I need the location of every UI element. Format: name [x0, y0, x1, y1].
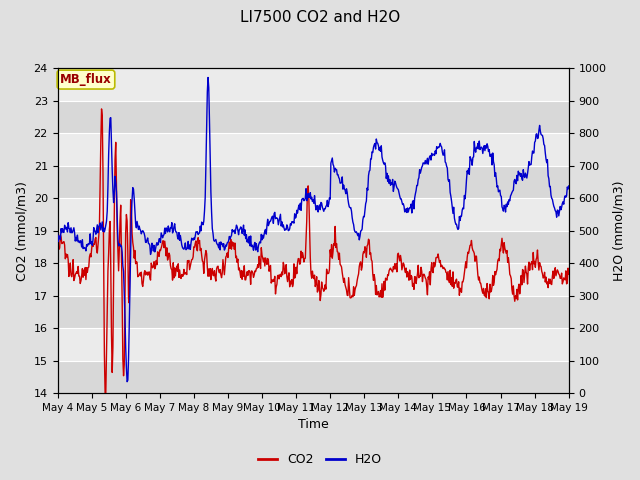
Bar: [58, 198, 569, 231]
Bar: [58, 263, 569, 296]
Line: H2O: H2O: [58, 77, 569, 382]
Bar: [58, 328, 569, 360]
Text: MB_flux: MB_flux: [60, 73, 112, 86]
Y-axis label: CO2 (mmol/m3): CO2 (mmol/m3): [15, 181, 28, 281]
Bar: [58, 68, 569, 101]
Bar: [58, 133, 569, 166]
Bar: [58, 296, 569, 328]
Line: CO2: CO2: [58, 109, 569, 393]
Legend: CO2, H2O: CO2, H2O: [253, 448, 387, 471]
Y-axis label: H2O (mmol/m3): H2O (mmol/m3): [612, 180, 625, 281]
Text: LI7500 CO2 and H2O: LI7500 CO2 and H2O: [240, 10, 400, 24]
X-axis label: Time: Time: [298, 419, 328, 432]
Bar: [58, 231, 569, 263]
Bar: [58, 101, 569, 133]
Bar: [58, 360, 569, 393]
Bar: [58, 166, 569, 198]
